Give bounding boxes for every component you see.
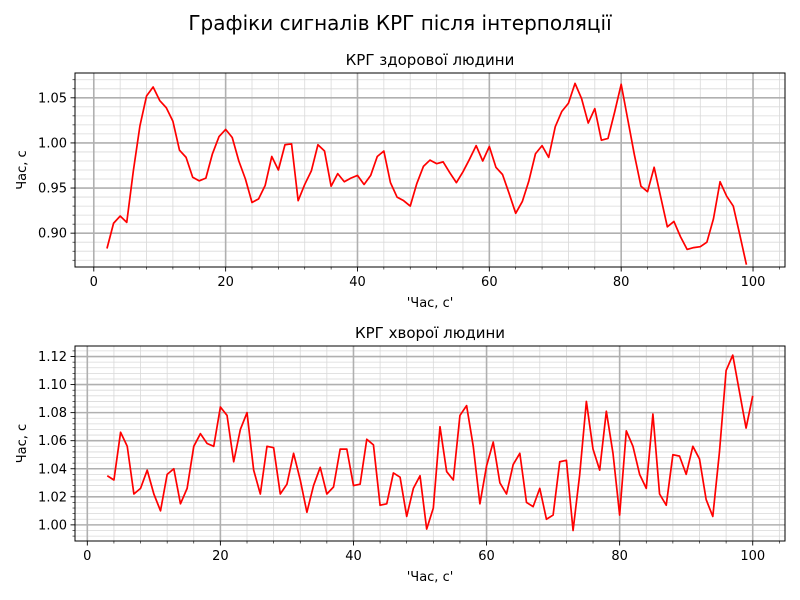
y-tick-label: 1.05 <box>38 91 67 106</box>
axes-title: КРГ здорової людини <box>346 51 515 69</box>
x-axis-label: 'Час, с' <box>407 570 454 585</box>
y-axis-label: Час, с <box>15 150 30 189</box>
y-tick-label: 0.95 <box>38 182 67 197</box>
x-tick-label: 0 <box>83 549 91 564</box>
y-tick-label: 1.02 <box>38 490 67 505</box>
series-line <box>106 82 748 265</box>
chart-healthy: 0 20 40 60 80 100 0.90 0.95 1.00 1.05 КРГ здорової… <box>15 51 786 311</box>
x-tick-label: 0 <box>90 275 98 290</box>
y-tick-label: 1.06 <box>38 434 67 449</box>
y-tick-label: 1.04 <box>38 462 67 477</box>
x-tick-label: 40 <box>345 549 362 564</box>
x-tick-label: 20 <box>217 275 234 290</box>
x-tick-label: 80 <box>611 549 628 564</box>
axes-title: КРГ хворої людини <box>355 324 505 342</box>
figure-title: Графіки сигналів КРГ після інтерполяції <box>188 11 612 35</box>
y-tick-label: 1.00 <box>38 136 67 151</box>
x-tick-label: 60 <box>478 549 495 564</box>
x-tick-label: 60 <box>481 275 498 290</box>
y-axis-label: Час, с <box>15 424 30 463</box>
axes-frame <box>74 345 786 542</box>
x-tick-label: 80 <box>613 275 630 290</box>
x-tick-label: 100 <box>740 549 765 564</box>
axes-frame <box>74 72 786 268</box>
series-line <box>106 354 754 532</box>
chart-sick: 0 20 40 60 80 100 1.00 1.02 1.04 1.06 1.08 1.10 1.12… <box>15 324 786 585</box>
x-tick-label: 40 <box>349 275 366 290</box>
y-tick-label: 1.10 <box>38 378 67 393</box>
y-tick-label: 1.12 <box>38 350 67 365</box>
x-tick-label: 20 <box>212 549 229 564</box>
x-tick-label: 100 <box>741 275 766 290</box>
y-tick-label: 0.90 <box>38 227 67 242</box>
y-tick-label: 1.00 <box>38 518 67 533</box>
y-tick-label: 1.08 <box>38 406 67 421</box>
x-axis-label: 'Час, с' <box>407 296 454 311</box>
